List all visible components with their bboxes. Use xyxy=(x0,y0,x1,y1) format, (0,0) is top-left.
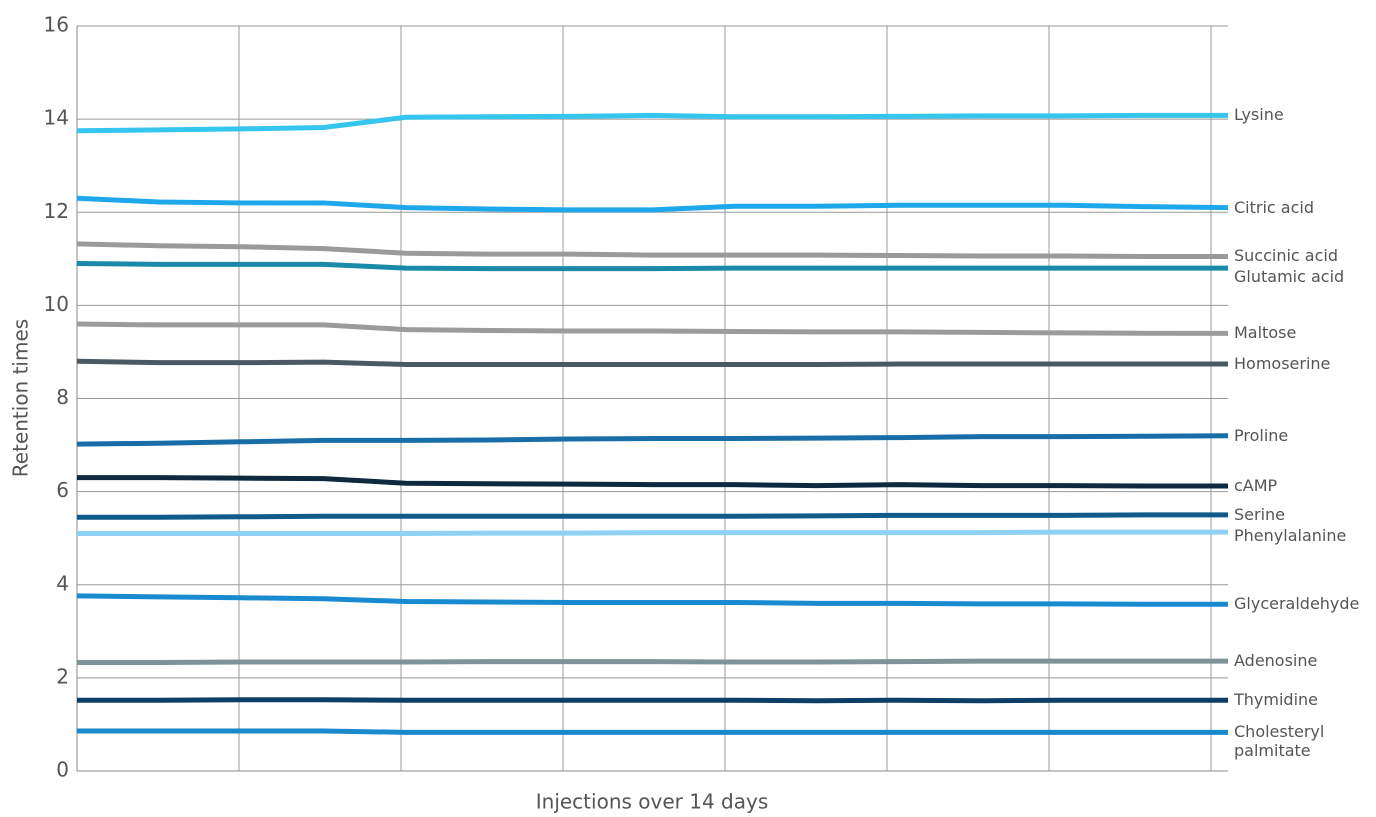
legend-label: Succinic acid xyxy=(1234,246,1339,266)
legend-label: Glyceraldehyde xyxy=(1234,594,1360,614)
y-tick-label: 8 xyxy=(56,385,69,409)
y-tick-label: 4 xyxy=(56,571,69,595)
legend-label: Homoserine xyxy=(1234,354,1331,374)
series-line xyxy=(77,697,1228,704)
series-line xyxy=(76,358,1228,368)
legend-label: Thymidine xyxy=(1234,690,1318,710)
x-axis-label: Injections over 14 days xyxy=(536,790,769,814)
legend-label: Phenylalanine xyxy=(1234,525,1347,545)
legend-label: Adenosine xyxy=(1234,651,1318,671)
series-line xyxy=(77,475,1228,489)
legend-label: Glutamic acid xyxy=(1234,267,1345,287)
legend-label: cAMP xyxy=(1234,476,1278,496)
series-line xyxy=(76,112,1228,134)
y-tick-label: 10 xyxy=(44,292,69,316)
series-line xyxy=(76,593,1228,607)
series-line xyxy=(77,658,1228,666)
legend-label: Proline xyxy=(1234,425,1289,445)
legend-label: Serine xyxy=(1234,504,1286,524)
series-line xyxy=(77,529,1228,537)
y-tick-label: 0 xyxy=(56,758,69,782)
y-tick-label: 16 xyxy=(44,13,69,37)
y-tick-label: 12 xyxy=(44,199,69,223)
series-line xyxy=(76,321,1228,336)
series-line xyxy=(77,512,1228,520)
legend-label: Cholesteryl palmitate xyxy=(1234,722,1325,761)
legend-label: Lysine xyxy=(1234,105,1284,125)
y-tick-label: 2 xyxy=(56,664,69,688)
series-line xyxy=(77,728,1228,735)
series-line xyxy=(76,241,1228,259)
legend-label: Citric acid xyxy=(1234,197,1314,217)
series-line xyxy=(76,195,1229,213)
series-line xyxy=(76,433,1229,447)
y-tick-label: 6 xyxy=(56,478,69,502)
y-axis-label: Retention times xyxy=(9,319,33,477)
y-tick-label: 14 xyxy=(44,106,69,130)
series-line xyxy=(76,260,1228,272)
legend-label: Maltose xyxy=(1234,323,1297,343)
